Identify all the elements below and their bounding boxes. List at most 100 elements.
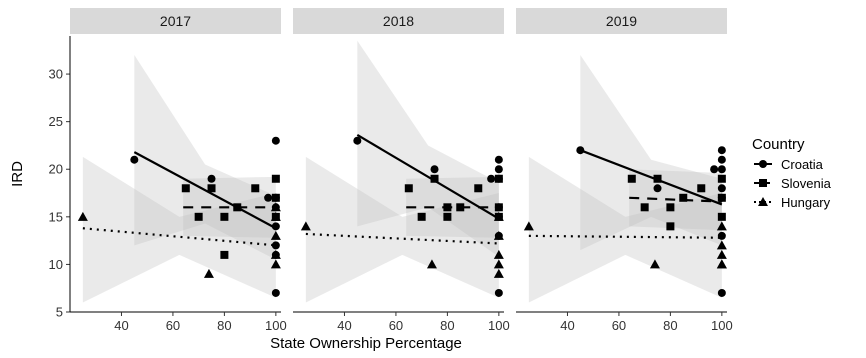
y-tick-label: 25 [49,114,63,129]
x-tick-label: 40 [337,318,351,333]
data-point-hungary [493,259,504,269]
data-point-hungary [493,230,504,240]
data-point-hungary [77,211,88,221]
data-point-slovenia [220,250,229,259]
data-point-croatia [494,165,503,174]
data-point-hungary [203,268,214,278]
data-point-slovenia [417,212,426,221]
legend: Country Croatia Slovenia Hungary [752,136,832,210]
x-axis-title: State Ownership Percentage [270,335,462,352]
fit-line-slovenia [629,196,722,203]
facet-strip-label: 2017 [160,13,191,29]
data-point-croatia [353,136,362,145]
data-point-slovenia [640,203,649,212]
data-point-slovenia [679,193,688,202]
data-point-slovenia [494,174,503,183]
data-point-slovenia [717,212,726,221]
confidence-band-hungary [528,156,722,303]
data-point-slovenia [494,203,503,212]
data-point-slovenia [251,184,260,193]
confidence-band-hungary [305,156,499,303]
data-point-hungary [270,249,281,259]
data-point-croatia [717,184,726,193]
data-point-slovenia [443,212,452,221]
data-point-croatia [130,155,139,164]
panel-2018: 2018 40 60 80 100 [293,8,510,333]
legend-label-slovenia: Slovenia [781,176,832,191]
data-point-croatia [717,165,726,174]
data-point-hungary [270,230,281,240]
panel-2019: 2019 40 60 80 100 [516,8,733,333]
x-tick-label: 80 [440,318,454,333]
data-point-croatia [717,155,726,164]
legend-key-marker-hungary [758,197,768,206]
data-point-slovenia [717,193,726,202]
x-tick-label: 100 [711,318,733,333]
data-point-croatia [494,288,503,297]
legend-label-hungary: Hungary [781,195,831,210]
x-tick-label: 80 [217,318,231,333]
data-point-croatia [271,241,280,250]
data-point-slovenia [271,193,280,202]
y-tick-label: 5 [56,305,63,320]
data-point-croatia [271,288,280,297]
data-point-slovenia [404,184,413,193]
data-point-hungary [716,249,727,259]
data-point-croatia [271,222,280,231]
y-axis-title: IRD [9,161,26,187]
data-point-slovenia [194,212,203,221]
data-point-slovenia [666,222,675,231]
fit-line-croatia [579,149,723,206]
data-point-hungary [426,259,437,269]
confidence-band-hungary [82,156,276,303]
x-tick-label: 60 [389,318,403,333]
data-point-hungary [716,221,727,231]
data-point-hungary [270,202,281,212]
data-point-slovenia [443,203,452,212]
data-point-croatia [494,155,503,164]
legend-label-croatia: Croatia [781,157,824,172]
facet-strip-label: 2018 [383,13,414,29]
data-point-croatia [271,136,280,145]
data-point-croatia [710,165,719,174]
data-point-slovenia [653,174,662,183]
x-tick-label: 60 [166,318,180,333]
data-point-croatia [207,174,216,183]
data-point-croatia [717,231,726,240]
data-point-hungary [300,221,311,231]
data-point-hungary [649,259,660,269]
data-point-croatia [264,193,273,202]
fit-line-hungary [305,232,499,245]
x-tick-label: 100 [488,318,510,333]
data-point-croatia [717,146,726,155]
legend-title: Country [752,136,805,153]
x-tick-label: 40 [114,318,128,333]
legend-key-marker-slovenia [759,179,767,187]
data-point-hungary [716,259,727,269]
data-point-slovenia [717,174,726,183]
panel-2017: 2017 40 60 80 100 [70,8,287,333]
data-point-slovenia [474,184,483,193]
data-point-hungary [523,221,534,231]
data-point-slovenia [627,174,636,183]
facet-strip [70,8,281,34]
data-point-slovenia [233,203,242,212]
data-point-hungary [493,211,504,221]
y-tick-label: 20 [49,162,63,177]
data-point-croatia [430,165,439,174]
data-point-hungary [716,240,727,250]
data-point-hungary [270,211,281,221]
confidence-band-croatia [357,40,499,257]
data-point-hungary [270,259,281,269]
data-point-slovenia [207,184,216,193]
data-point-slovenia [666,203,675,212]
data-point-slovenia [430,174,439,183]
y-tick-label: 15 [49,209,63,224]
facet-strip-label: 2019 [606,13,637,29]
data-point-slovenia [456,203,465,212]
fit-line-croatia [356,134,500,220]
data-point-hungary [493,249,504,259]
legend-key-marker-croatia [759,160,767,168]
